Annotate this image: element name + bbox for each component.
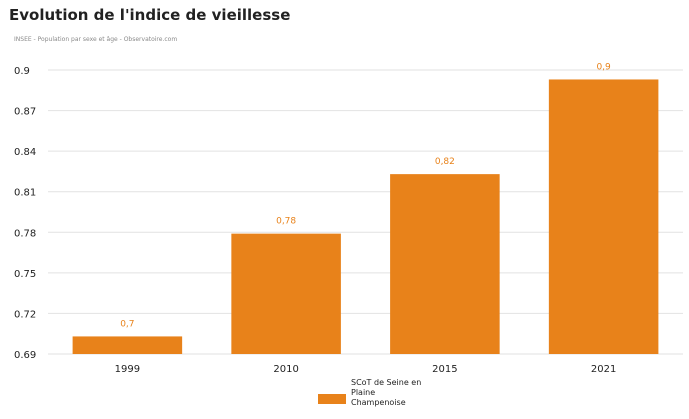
y-tick-label: 0.87	[14, 107, 36, 118]
y-tick-label: 0.78	[14, 228, 36, 239]
legend-swatch	[318, 394, 346, 404]
x-tick-label-2010: 2010	[273, 364, 298, 375]
bar-2015	[390, 174, 500, 354]
y-tick-label: 0.9	[14, 66, 30, 77]
legend-label: SCoT de Seine en Plaine Champenoise	[351, 378, 422, 407]
bar-2010	[231, 233, 341, 354]
x-tick-label-2021: 2021	[591, 364, 616, 375]
bar-1999	[72, 336, 183, 354]
x-axis-tick-labels: 1999 2010 2015 2021	[115, 364, 617, 375]
y-axis-tick-labels: 0.69 0.72 0.75 0.78 0.81 0.84 0.87 0.9	[14, 66, 36, 361]
legend: SCoT de Seine en Plaine Champenoise	[318, 378, 423, 408]
data-labels: 0,7 0,78 0,82 0,9	[120, 62, 611, 329]
bar-2021	[548, 79, 659, 354]
chart-source: INSEE - Population par sexe et âge - Obs…	[14, 36, 178, 43]
data-label-2010: 0,78	[276, 217, 296, 227]
chart-title: Evolution de l'indice de vieillesse	[9, 6, 291, 24]
bars	[72, 79, 659, 354]
y-tick-label: 0.81	[14, 188, 36, 199]
data-label-2015: 0,82	[435, 157, 455, 167]
y-tick-label: 0.69	[14, 350, 36, 361]
data-label-1999: 0,7	[120, 319, 134, 329]
x-tick-label-2015: 2015	[432, 364, 457, 375]
y-tick-label: 0.75	[14, 269, 36, 280]
y-tick-label: 0.84	[14, 147, 36, 158]
y-tick-label: 0.72	[14, 309, 36, 320]
x-tick-label-1999: 1999	[115, 364, 140, 375]
data-label-2021: 0,9	[596, 62, 611, 72]
